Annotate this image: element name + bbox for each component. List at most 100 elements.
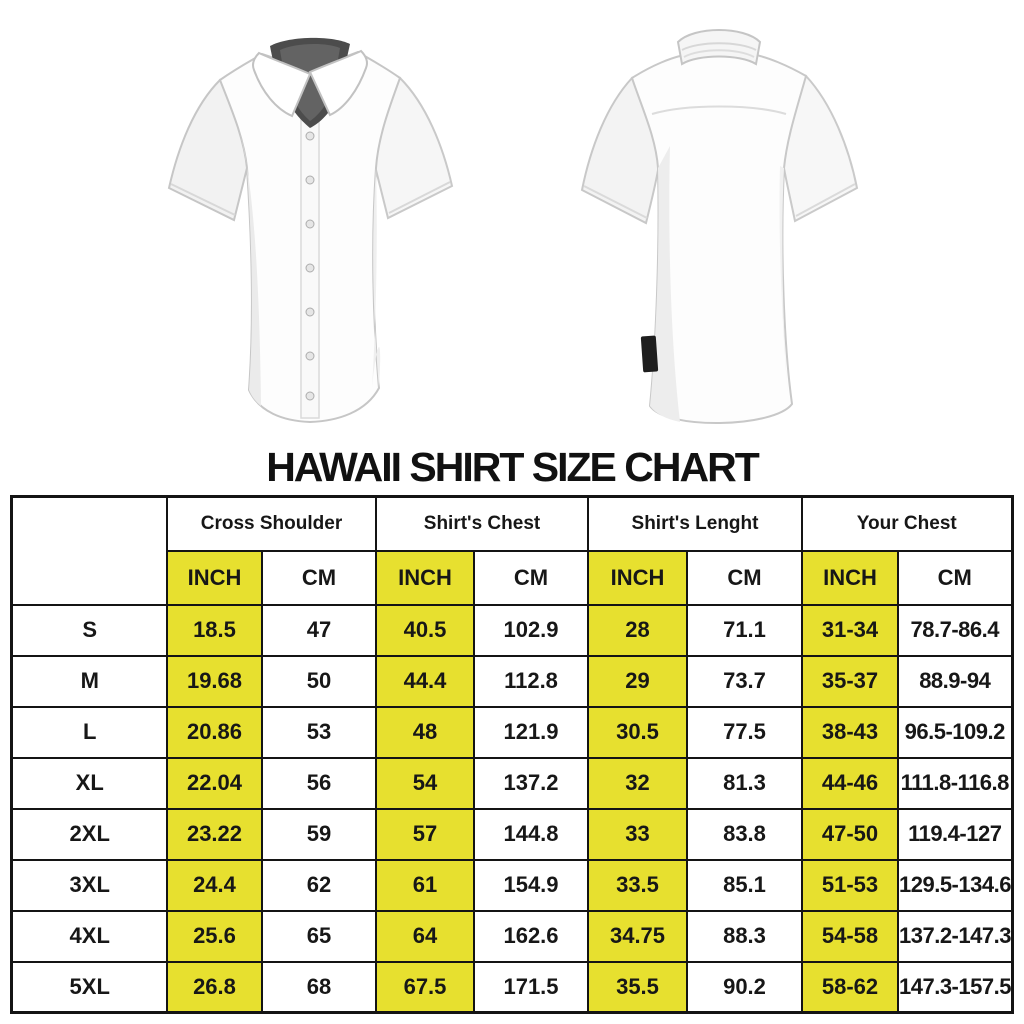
size-cell: XL	[10, 756, 168, 810]
size-cell: 5XL	[10, 960, 168, 1014]
size-chart-table: Cross Shoulder Shirt's Chest Shirt's Len…	[10, 495, 1014, 1015]
inch-value-cell: 40.5	[375, 603, 475, 657]
table-row: S 18.5 47 40.5 102.9 28 71.1 31-34 78.7-86.4	[10, 603, 1013, 657]
unit-header-cm: CM	[473, 549, 589, 606]
inch-value-cell: 67.5	[375, 960, 475, 1014]
corner-cell	[10, 495, 168, 606]
inch-value-cell: 28	[587, 603, 688, 657]
shirt-front-svg	[167, 37, 454, 424]
inch-value-cell: 26.8	[165, 960, 263, 1014]
shirt-images	[0, 0, 1024, 444]
cm-value-cell: 71.1	[686, 603, 803, 657]
cm-value-cell: 144.8	[473, 807, 589, 861]
cm-value-cell: 68	[260, 960, 378, 1014]
cm-value-cell: 111.8-116.8	[897, 756, 1013, 810]
group-header-your-chest: Your Chest	[801, 495, 1013, 552]
table-row: L 20.86 53 48 121.9 30.5 77.5 38-43 96.5-109.2	[10, 705, 1013, 759]
size-cell: 3XL	[10, 858, 168, 912]
shirt-tag	[640, 335, 659, 373]
unit-header-cm: CM	[260, 549, 378, 606]
table-row: M 19.68 50 44.4 112.8 29 73.7 35-37 88.9-94	[10, 654, 1013, 708]
inch-value-cell: 48	[375, 705, 475, 759]
unit-header-inch: INCH	[375, 549, 475, 606]
inch-value-cell: 20.86	[165, 705, 263, 759]
inch-value-cell: 54	[375, 756, 475, 810]
inch-value-cell: 44.4	[375, 654, 475, 708]
inch-value-cell: 22.04	[165, 756, 263, 810]
group-header-shirts-chest: Shirt's Chest	[375, 495, 589, 552]
cm-value-cell: 171.5	[473, 960, 589, 1014]
inch-value-cell: 35-37	[801, 654, 899, 708]
table-row: XL 22.04 56 54 137.2 32 81.3 44-46 111.8-116.8	[10, 756, 1013, 810]
inch-value-cell: 23.22	[165, 807, 263, 861]
size-table-body: S 18.5 47 40.5 102.9 28 71.1 31-34 78.7-86.4 M …	[10, 603, 1013, 1014]
cm-value-cell: 90.2	[686, 960, 803, 1014]
table-row: 2XL 23.22 59 57 144.8 33 83.8 47-50 119.4-127	[10, 807, 1013, 861]
inch-value-cell: 33.5	[587, 858, 688, 912]
shirt-front-image	[140, 16, 480, 445]
cm-value-cell: 96.5-109.2	[897, 705, 1013, 759]
cm-value-cell: 50	[260, 654, 378, 708]
inch-value-cell: 51-53	[801, 858, 899, 912]
inch-value-cell: 24.4	[165, 858, 263, 912]
inch-value-cell: 58-62	[801, 960, 899, 1014]
inch-value-cell: 64	[375, 909, 475, 963]
inch-value-cell: 29	[587, 654, 688, 708]
inch-value-cell: 61	[375, 858, 475, 912]
cm-value-cell: 119.4-127	[897, 807, 1013, 861]
inch-value-cell: 57	[375, 807, 475, 861]
inch-value-cell: 34.75	[587, 909, 688, 963]
inch-value-cell: 33	[587, 807, 688, 861]
inch-value-cell: 19.68	[165, 654, 263, 708]
unit-header-row: INCH CM INCH CM INCH CM INCH CM	[12, 549, 1013, 606]
cm-value-cell: 121.9	[473, 705, 589, 759]
cm-value-cell: 83.8	[686, 807, 803, 861]
table-row: 4XL 25.6 65 64 162.6 34.75 88.3 54-58 137.2-147…	[10, 909, 1013, 963]
cm-value-cell: 59	[260, 807, 378, 861]
inch-value-cell: 38-43	[801, 705, 899, 759]
cm-value-cell: 147.3-157.5	[897, 960, 1013, 1014]
inch-value-cell: 18.5	[165, 603, 263, 657]
page-title: HAWAII SHIRT SIZE CHART	[266, 444, 760, 490]
inch-value-cell: 44-46	[801, 756, 899, 810]
shirt-buttons	[305, 131, 315, 401]
inch-value-cell: 25.6	[165, 909, 263, 963]
inch-value-cell: 35.5	[587, 960, 688, 1014]
size-cell: L	[10, 705, 168, 759]
cm-value-cell: 112.8	[473, 654, 589, 708]
table-row: 5XL 26.8 68 67.5 171.5 35.5 90.2 58-62 147.3-15…	[10, 960, 1013, 1014]
unit-header-cm: CM	[686, 549, 803, 606]
inch-value-cell: 31-34	[801, 603, 899, 657]
inch-value-cell: 32	[587, 756, 688, 810]
table-row: 3XL 24.4 62 61 154.9 33.5 85.1 51-53 129.5-134.…	[10, 858, 1013, 912]
size-cell: 2XL	[10, 807, 168, 861]
cm-value-cell: 88.9-94	[897, 654, 1013, 708]
inch-value-cell: 47-50	[801, 807, 899, 861]
shirt-back-image	[554, 16, 884, 449]
cm-value-cell: 162.6	[473, 909, 589, 963]
size-cell: 4XL	[10, 909, 168, 963]
shirt-back-svg	[580, 29, 859, 425]
cm-value-cell: 65	[260, 909, 378, 963]
cm-value-cell: 85.1	[686, 858, 803, 912]
cm-value-cell: 154.9	[473, 858, 589, 912]
cm-value-cell: 137.2	[473, 756, 589, 810]
cm-value-cell: 137.2-147.3	[897, 909, 1013, 963]
unit-header-inch: INCH	[165, 549, 263, 606]
group-header-row: Cross Shoulder Shirt's Chest Shirt's Len…	[10, 495, 1013, 606]
inch-value-cell: 30.5	[587, 705, 688, 759]
size-cell: S	[10, 603, 168, 657]
unit-header-inch: INCH	[801, 549, 899, 606]
cm-value-cell: 73.7	[686, 654, 803, 708]
cm-value-cell: 78.7-86.4	[897, 603, 1013, 657]
cm-value-cell: 129.5-134.6	[897, 858, 1013, 912]
cm-value-cell: 88.3	[686, 909, 803, 963]
inch-value-cell: 54-58	[801, 909, 899, 963]
cm-value-cell: 102.9	[473, 603, 589, 657]
cm-value-cell: 81.3	[686, 756, 803, 810]
group-header-shirts-lenght: Shirt's Lenght	[587, 495, 803, 552]
unit-header-cm: CM	[897, 549, 1013, 606]
cm-value-cell: 62	[260, 858, 378, 912]
cm-value-cell: 53	[260, 705, 378, 759]
cm-value-cell: 56	[260, 756, 378, 810]
